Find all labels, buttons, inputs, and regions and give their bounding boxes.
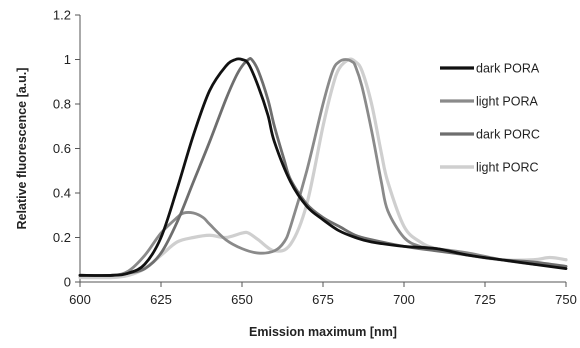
legend-label-light-pora: light PORA (476, 95, 538, 109)
y-tick-label: 0.8 (53, 97, 71, 112)
legend-label-light-porc: light PORC (476, 161, 539, 175)
legend-label-dark-porc: dark PORC (476, 128, 540, 142)
y-tick-label: 0.6 (53, 141, 71, 156)
y-axis-title: Relative fluorescence [a.u.] (15, 68, 29, 230)
legend: dark PORA light PORA dark PORC light PORC (440, 62, 540, 175)
series-line-dark-pora (78, 57, 568, 277)
x-tick-label: 600 (69, 292, 91, 307)
x-tick-label: 650 (231, 292, 253, 307)
x-tick-label: 700 (393, 292, 415, 307)
series-layer (78, 56, 568, 280)
x-tick-label: 725 (474, 292, 496, 307)
x-tick-label: 625 (150, 292, 172, 307)
x-tick-label: 675 (312, 292, 334, 307)
axes-layer: 0 0.2 0.4 0.6 0.8 1 1.2 600 625 650 675 700 725 750 Em… (15, 8, 577, 340)
y-tick-label: 1.2 (53, 8, 71, 23)
legend-label-dark-pora: dark PORA (476, 62, 540, 76)
y-tick-label: 1 (64, 52, 71, 67)
x-tick-label: 750 (555, 292, 577, 307)
x-axis-title: Emission maximum [nm] (249, 325, 397, 339)
y-tick-label: 0 (64, 275, 71, 290)
y-tick-label: 0.4 (53, 186, 71, 201)
y-tick-label: 0.2 (53, 230, 71, 245)
